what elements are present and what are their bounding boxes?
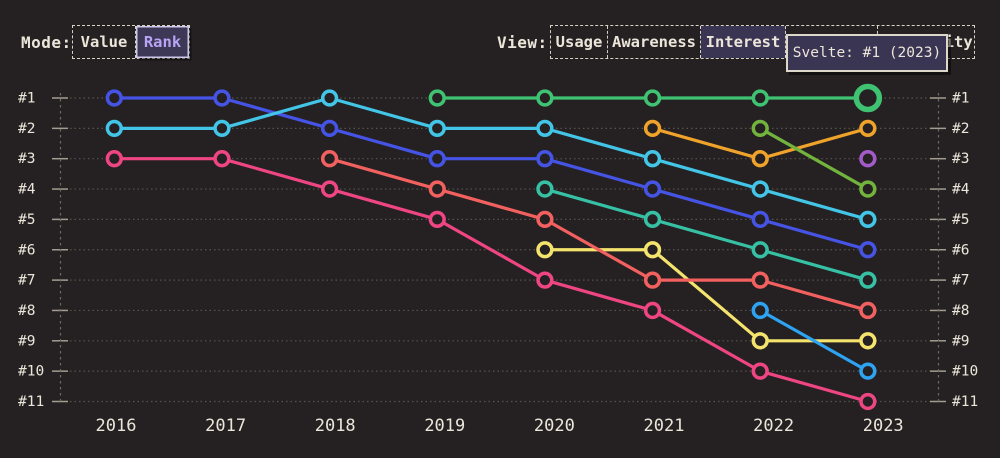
rank-label-right-3: #3: [952, 151, 969, 167]
point-pink-2019[interactable]: [428, 210, 446, 229]
series-line-indigo[interactable]: [112, 96, 870, 252]
series-line-cyan[interactable]: [112, 96, 870, 221]
series-line-olive[interactable]: [758, 126, 870, 191]
point-orange-2021[interactable]: [643, 119, 662, 138]
rank-label-right-9: #9: [952, 333, 969, 349]
point-pink-2023[interactable]: [859, 392, 877, 411]
point-cyan-2016[interactable]: [105, 119, 123, 138]
view-label: View:: [497, 33, 548, 52]
point-teal-2021[interactable]: [643, 210, 662, 229]
point-pink-2017[interactable]: [213, 150, 231, 168]
x-tick-label-2019: 2019: [424, 416, 465, 436]
series-line-pink[interactable]: [112, 157, 870, 404]
point-salmon-2020[interactable]: [536, 210, 554, 229]
highlighted-point-svelte-green-2023[interactable]: [853, 83, 883, 113]
mode-toggle-group: Value Rank: [72, 25, 190, 59]
series-line-salmon[interactable]: [328, 157, 870, 313]
point-yellow-2020[interactable]: [536, 241, 554, 259]
view-option-awareness[interactable]: Awareness: [608, 26, 701, 58]
point-yellow-2022[interactable]: [751, 332, 769, 350]
point-svelte-green-2019[interactable]: [428, 89, 446, 107]
point-indigo-2022[interactable]: [751, 210, 769, 229]
rank-label-right-2: #2: [952, 121, 969, 137]
point-indigo-2020[interactable]: [536, 150, 554, 168]
point-pink-2021[interactable]: [643, 301, 662, 320]
view-option-interest[interactable]: Interest: [701, 26, 786, 58]
point-svelte-green-2020[interactable]: [536, 89, 554, 107]
point-pink-2022[interactable]: [751, 362, 769, 380]
point-olive-2023[interactable]: [859, 180, 877, 198]
point-teal-2020[interactable]: [536, 180, 554, 198]
mode-option-value[interactable]: Value: [73, 26, 136, 58]
rank-label-left-10: #10: [18, 364, 44, 380]
view-option-usage[interactable]: Usage: [551, 26, 608, 58]
tooltip-text: Svelte: #1 (2023): [792, 45, 942, 61]
tooltip: Svelte: #1 (2023): [786, 34, 948, 72]
rank-label-left-7: #7: [18, 273, 35, 289]
rank-label-left-4: #4: [18, 182, 36, 198]
point-cyan-2020[interactable]: [536, 119, 554, 138]
rank-label-left-1: #1: [18, 91, 35, 107]
point-cyan-2019[interactable]: [428, 119, 446, 138]
rank-label-right-1: #1: [952, 91, 969, 107]
point-indigo-2018[interactable]: [320, 119, 339, 138]
point-sky-2022[interactable]: [751, 301, 769, 320]
rank-label-right-5: #5: [952, 212, 969, 228]
point-salmon-2019[interactable]: [428, 180, 446, 198]
rank-label-right-8: #8: [952, 303, 969, 319]
x-tick-label-2017: 2017: [205, 416, 246, 436]
point-orange-2022[interactable]: [751, 150, 769, 168]
point-pink-2020[interactable]: [536, 271, 554, 289]
rank-label-left-6: #6: [18, 242, 35, 258]
mode-label: Mode:: [21, 33, 72, 52]
point-cyan-2022[interactable]: [751, 180, 769, 198]
point-salmon-2021[interactable]: [643, 271, 662, 289]
point-pink-2016[interactable]: [105, 150, 123, 168]
point-yellow-2023[interactable]: [859, 332, 877, 350]
rank-label-left-5: #5: [18, 212, 35, 228]
point-salmon-2023[interactable]: [859, 301, 877, 320]
point-cyan-2023[interactable]: [859, 210, 877, 229]
point-cyan-2018[interactable]: [320, 89, 339, 107]
point-cyan-2021[interactable]: [643, 150, 662, 168]
point-sky-2023[interactable]: [859, 362, 877, 380]
point-indigo-2019[interactable]: [428, 150, 446, 168]
rank-label-left-9: #9: [18, 333, 35, 349]
x-tick-label-2021: 2021: [644, 416, 685, 436]
point-orange-2023[interactable]: [859, 119, 877, 138]
point-indigo-2017[interactable]: [213, 89, 231, 107]
rank-label-right-7: #7: [952, 273, 969, 289]
rank-label-left-8: #8: [18, 303, 35, 319]
rank-label-left-2: #2: [18, 121, 35, 137]
series-line-teal[interactable]: [543, 187, 870, 282]
rank-label-left-3: #3: [18, 151, 35, 167]
point-olive-2022[interactable]: [751, 119, 769, 138]
point-salmon-2018[interactable]: [320, 150, 339, 168]
x-tick-label-2018: 2018: [315, 416, 356, 436]
point-indigo-2021[interactable]: [643, 180, 662, 198]
point-indigo-2023[interactable]: [859, 241, 877, 259]
rank-label-left-11: #11: [18, 394, 44, 410]
point-pink-2018[interactable]: [320, 180, 339, 198]
point-svelte-green-2022[interactable]: [751, 89, 769, 107]
rank-label-right-6: #6: [952, 242, 969, 258]
rank-label-right-10: #10: [952, 364, 978, 380]
point-teal-2022[interactable]: [751, 241, 769, 259]
point-teal-2023[interactable]: [859, 271, 877, 289]
x-tick-label-2022: 2022: [753, 416, 794, 436]
point-svelte-green-2021[interactable]: [643, 89, 662, 107]
x-tick-label-2016: 2016: [96, 416, 137, 436]
point-salmon-2022[interactable]: [751, 271, 769, 289]
point-indigo-2016[interactable]: [105, 89, 123, 107]
x-tick-label-2023: 2023: [863, 416, 904, 436]
series-line-sky[interactable]: [758, 308, 870, 373]
point-cyan-2017[interactable]: [213, 119, 231, 138]
point-purple-2023[interactable]: [859, 150, 877, 168]
mode-option-rank[interactable]: Rank: [136, 26, 189, 58]
point-yellow-2021[interactable]: [643, 241, 662, 259]
rank-label-right-4: #4: [952, 182, 970, 198]
x-tick-label-2020: 2020: [534, 416, 575, 436]
rank-label-right-11: #11: [952, 394, 978, 410]
